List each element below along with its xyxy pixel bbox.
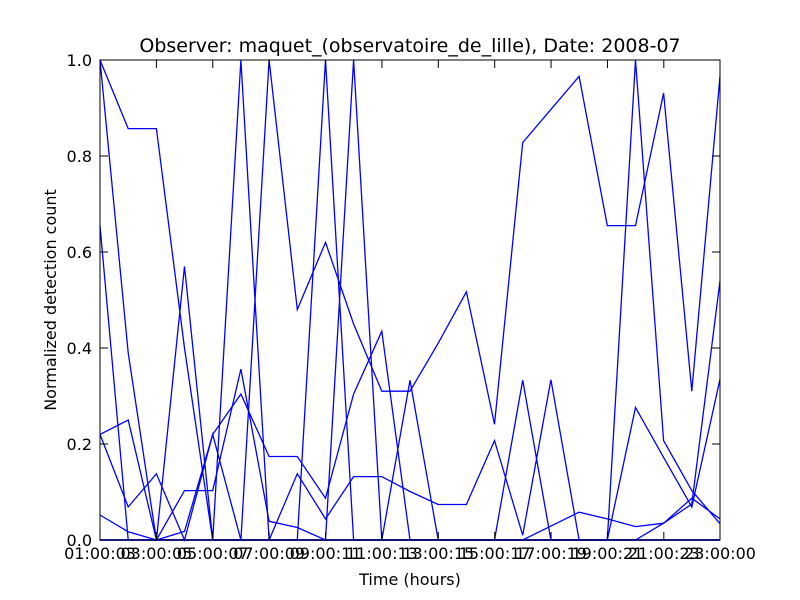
- y-tick-label: 1.0: [67, 51, 92, 70]
- x-tick-label: 13:00:15: [402, 544, 474, 563]
- plot-frame: [99, 59, 721, 541]
- y-tick-label: 0.2: [67, 435, 92, 454]
- x-tick-label: 01:00:03: [64, 544, 136, 563]
- series-line-5: [99, 368, 720, 541]
- y-tick-label: 0.0: [67, 531, 92, 550]
- series-line-2: [99, 59, 721, 541]
- x-tick-label: 03:00:05: [120, 544, 192, 563]
- y-axis-title: Normalized detection count: [41, 189, 60, 411]
- series-line-3: [99, 59, 721, 541]
- x-tick-label: 23:00:00: [684, 544, 756, 563]
- series-line-1: [99, 59, 720, 541]
- x-tick-label: 21:00:23: [628, 544, 700, 563]
- x-tick-label: 09:00:11: [290, 544, 362, 563]
- x-tick-label: 17:00:19: [515, 544, 587, 563]
- series-layer: [99, 59, 721, 542]
- chart-title: Observer: maquet_(observatoire_de_lille)…: [139, 35, 680, 57]
- series-line-4: [99, 328, 720, 542]
- y-tick-label: 0.8: [67, 147, 92, 166]
- x-tick-label: 15:00:17: [459, 544, 531, 563]
- x-tick-label: 11:00:13: [346, 544, 418, 563]
- tick-layer: 01:00:0303:00:0505:00:0707:00:0909:00:11…: [64, 51, 756, 563]
- series-line-6: [99, 59, 720, 541]
- x-tick-label: 19:00:21: [572, 544, 644, 563]
- x-axis-title: Time (hours): [358, 570, 461, 589]
- y-tick-label: 0.6: [67, 243, 92, 262]
- x-tick-label: 05:00:07: [177, 544, 249, 563]
- y-tick-label: 0.4: [67, 339, 92, 358]
- x-tick-label: 07:00:09: [233, 544, 305, 563]
